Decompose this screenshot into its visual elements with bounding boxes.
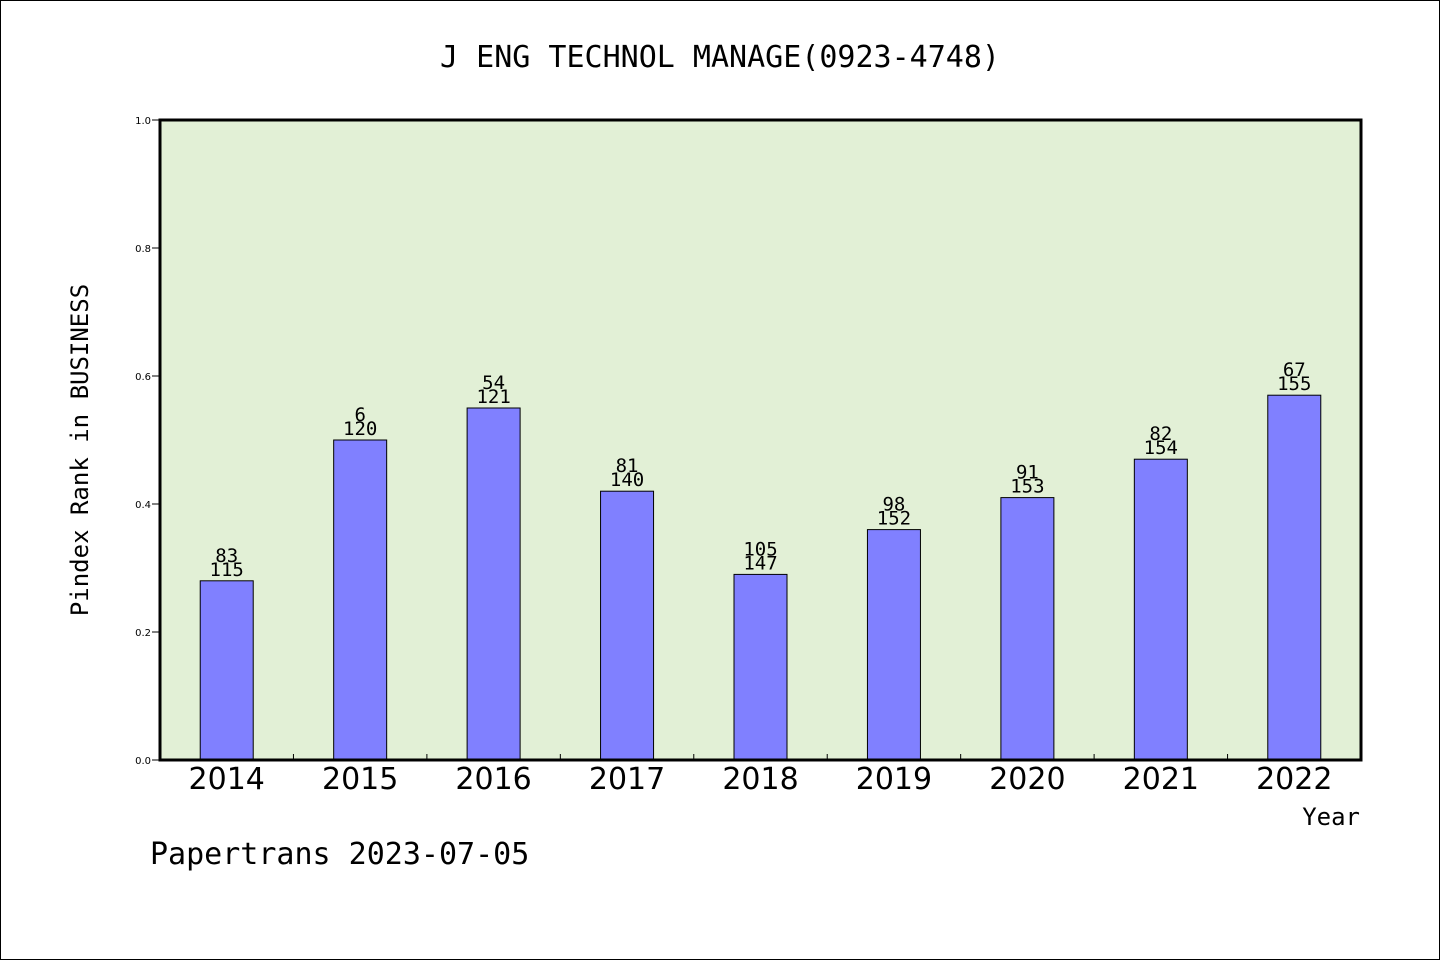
x-tick-label: 2022: [1256, 762, 1332, 797]
bar: [466, 407, 521, 761]
bar: [1133, 458, 1188, 761]
bar-label-bottom: 147: [743, 552, 777, 574]
y-axis: 0.0 0.2 0.4 0.6 0.8 1.0: [135, 116, 160, 767]
x-tick-label: 2014: [189, 762, 265, 797]
bar: [1000, 497, 1055, 761]
bar-label-top: 98: [882, 494, 905, 516]
chart-title: J ENG TECHNOL MANAGE(0923-4748): [440, 40, 1000, 75]
bar-label-bottom: 140: [610, 469, 644, 491]
bar-label-top: 6: [354, 404, 365, 426]
y-tick-label: 0.6: [135, 372, 151, 383]
bar-label-top: 54: [482, 372, 505, 394]
bar-label-bottom: 154: [1144, 437, 1178, 459]
bar-label-bottom: 153: [1010, 476, 1044, 498]
footer-credit: Papertrans 2023-07-05: [150, 837, 529, 872]
y-tick-label: 0.0: [135, 756, 151, 767]
bar-label-bottom: 120: [343, 418, 377, 440]
bar-label-bottom: 121: [476, 386, 510, 408]
x-axis-label: Year: [1302, 803, 1360, 831]
y-tick-label: 0.8: [135, 244, 151, 255]
x-tick-label: 2018: [722, 762, 798, 797]
y-tick-label: 0.2: [135, 628, 151, 639]
bar: [733, 573, 788, 761]
x-tick-label: 2021: [1123, 762, 1199, 797]
x-tick-label: 2019: [856, 762, 932, 797]
x-tick-label: 2016: [455, 762, 531, 797]
bar: [333, 439, 388, 761]
bar: [1267, 394, 1322, 761]
bar-label-bottom: 152: [877, 508, 911, 530]
y-tick-label: 0.4: [135, 500, 151, 511]
bar-label-top: 91: [1016, 462, 1039, 484]
bar-label-top: 105: [743, 538, 777, 560]
y-axis-label: Pindex Rank in BUSINESS: [66, 284, 94, 616]
y-tick-label: 1.0: [135, 116, 151, 127]
x-tick-label: 2020: [989, 762, 1065, 797]
x-tick-label: 2015: [322, 762, 398, 797]
plot-border: [158, 118, 1363, 762]
bar-label-top: 81: [616, 455, 639, 477]
bar: [600, 490, 655, 761]
bar-label-top: 82: [1149, 423, 1172, 445]
bar: [866, 529, 921, 761]
x-axis: 2014 2015 2016 2017 2018 2019 2020 2021 2022: [189, 754, 1332, 797]
bar-label-top: 83: [215, 545, 238, 567]
bar-label-bottom: 115: [210, 559, 244, 581]
x-tick-label: 2017: [589, 762, 665, 797]
bar-label-top: 67: [1283, 359, 1306, 381]
bar-label-bottom: 155: [1277, 373, 1311, 395]
bar: [199, 580, 254, 761]
